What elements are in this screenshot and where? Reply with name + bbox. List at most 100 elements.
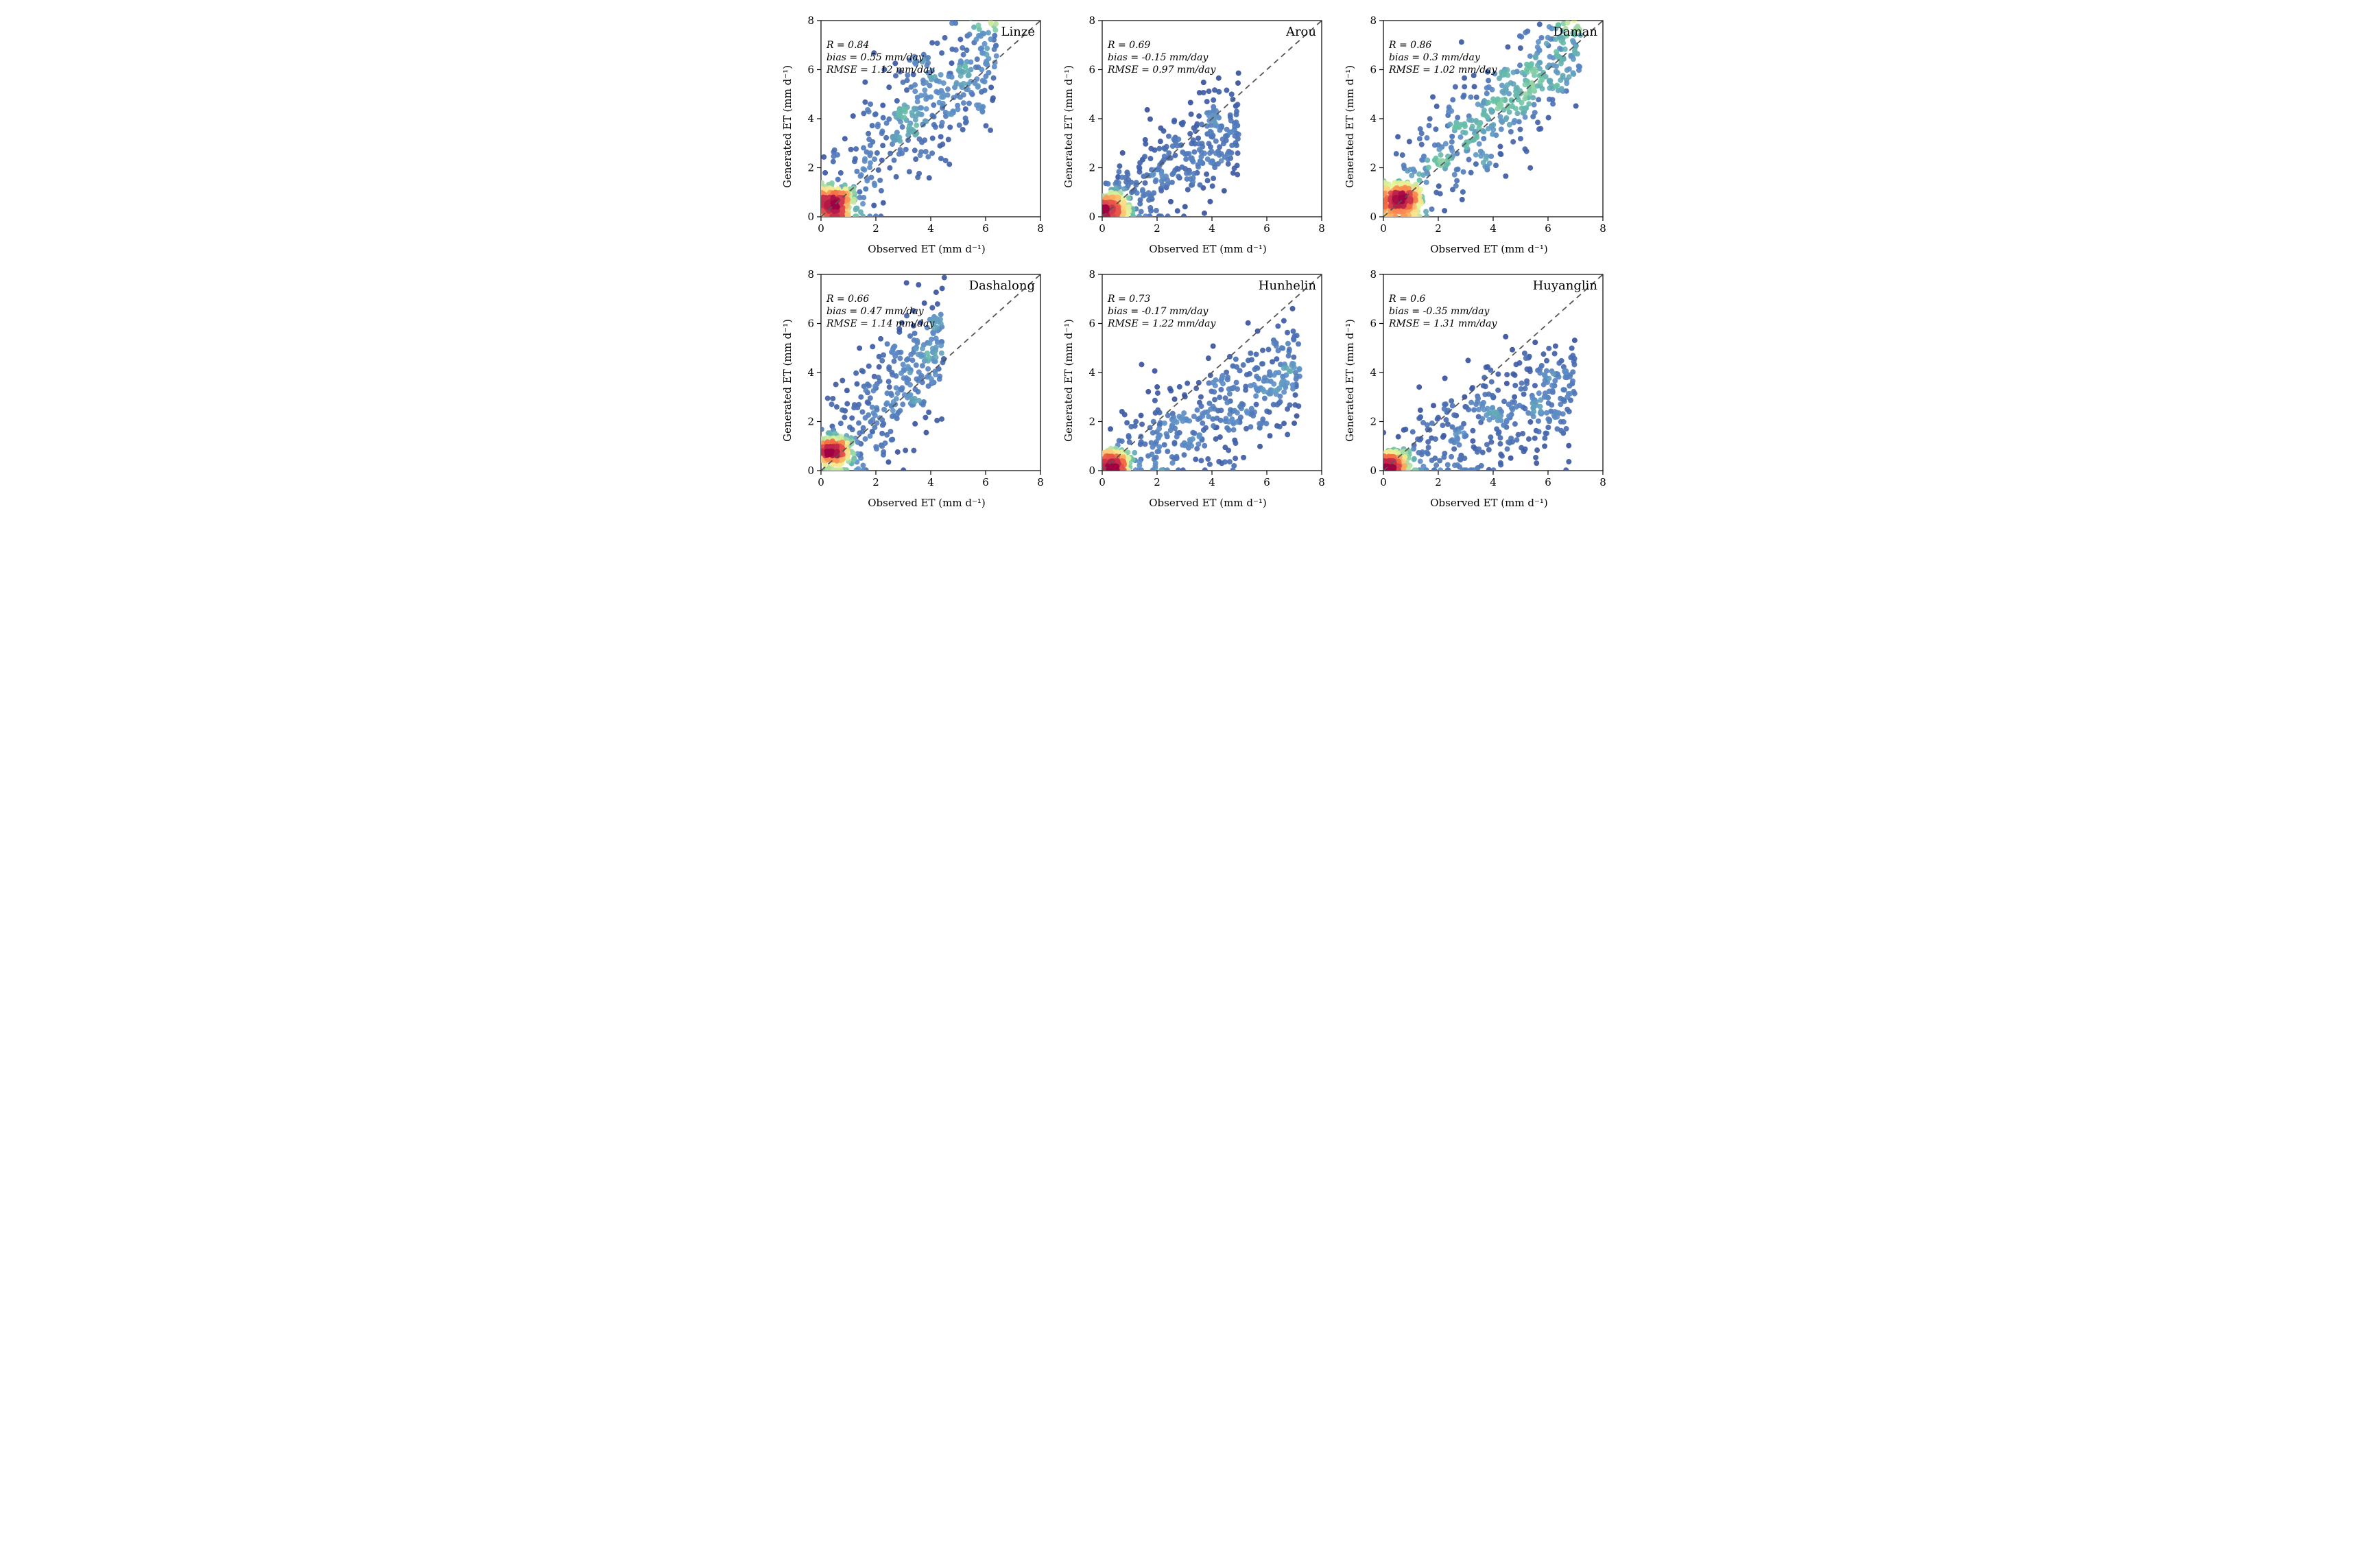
data-point: [1473, 401, 1479, 407]
data-point: [1254, 374, 1259, 379]
panel-title: Huyanglin: [1533, 279, 1598, 293]
data-point: [1416, 416, 1422, 421]
data-point: [844, 401, 850, 407]
data-point: [1524, 69, 1530, 75]
data-point: [1394, 151, 1399, 156]
data-point: [877, 364, 882, 370]
data-point: [1470, 428, 1475, 434]
data-point: [1254, 387, 1260, 392]
data-point: [842, 136, 848, 141]
data-point: [1488, 434, 1493, 440]
x-axis-label: Observed ET (mm d⁻¹): [778, 240, 1047, 255]
x-tick-label: 2: [872, 476, 879, 488]
data-point: [924, 106, 929, 112]
data-point: [876, 375, 881, 380]
data-point: [926, 410, 931, 415]
data-point: [993, 21, 999, 27]
data-point: [920, 363, 925, 368]
data-point: [832, 147, 837, 153]
data-point: [877, 178, 883, 183]
data-point: [918, 105, 923, 110]
data-point: [1430, 94, 1436, 99]
data-point: [838, 421, 844, 426]
scatter-plot: 0022446688LinzeR = 0.84bias = 0.55 mm/da…: [794, 14, 1047, 240]
x-tick-label: 2: [1435, 222, 1442, 235]
data-point: [1194, 121, 1200, 127]
data-point: [1519, 70, 1525, 75]
data-point: [1235, 410, 1240, 416]
data-point: [1296, 367, 1302, 373]
data-point: [1571, 362, 1577, 367]
x-tick-label: 6: [1263, 476, 1270, 488]
data-point: [912, 82, 918, 88]
data-point: [903, 448, 908, 453]
data-point: [1261, 388, 1267, 394]
data-point: [1188, 176, 1193, 182]
data-point: [1487, 161, 1492, 166]
data-point: [848, 147, 854, 152]
data-point: [1222, 459, 1228, 464]
data-point: [1473, 152, 1479, 158]
data-point: [1139, 413, 1144, 418]
scatter-plot: 0022446688HuyanglinR = 0.6bias = -0.35 m…: [1356, 268, 1610, 494]
data-point: [1119, 174, 1125, 180]
data-point: [1431, 467, 1437, 473]
data-point: [1546, 346, 1551, 351]
data-point: [1508, 456, 1514, 461]
data-point: [1140, 157, 1145, 163]
data-point: [1218, 387, 1224, 392]
data-point: [1249, 406, 1254, 412]
scatter-plot: 0022446688DamanR = 0.86bias = 0.3 mm/day…: [1356, 14, 1610, 240]
data-point: [890, 134, 896, 139]
data-point: [1285, 341, 1291, 346]
data-point: [1155, 390, 1161, 396]
data-point: [896, 329, 902, 335]
data-point: [1571, 13, 1577, 19]
data-point: [1165, 413, 1171, 418]
data-point: [1220, 381, 1226, 386]
data-point: [1479, 103, 1485, 108]
data-point: [1121, 186, 1127, 191]
data-point: [1207, 462, 1213, 467]
panel-row: Generated ET (mm d⁻¹)0022446688ArouR = 0…: [1060, 14, 1329, 240]
data-point: [1124, 420, 1130, 425]
data-point: [1460, 130, 1466, 135]
panel-row: Generated ET (mm d⁻¹)0022446688Dashalong…: [778, 268, 1047, 494]
data-point: [1527, 419, 1533, 425]
data-point: [1554, 426, 1560, 432]
data-point: [1434, 104, 1440, 109]
data-point: [1227, 391, 1233, 397]
data-point: [1512, 383, 1518, 388]
data-point: [1462, 84, 1467, 89]
data-point: [1457, 456, 1462, 462]
x-tick-label: 6: [1545, 476, 1551, 488]
data-point: [1232, 165, 1237, 171]
data-point: [954, 80, 960, 86]
data-point: [1464, 404, 1469, 410]
data-point: [988, 84, 994, 90]
data-point: [1196, 113, 1202, 119]
data-point: [862, 156, 868, 162]
data-point: [929, 40, 935, 45]
data-point: [937, 377, 942, 382]
data-point: [1246, 320, 1251, 326]
data-point: [1571, 14, 1577, 20]
scatter-plot: 0022446688HunhelinR = 0.73bias = -0.17 m…: [1075, 268, 1329, 494]
data-point: [890, 408, 896, 414]
data-point: [879, 128, 885, 134]
data-point: [1174, 454, 1179, 460]
data-point: [1498, 102, 1503, 108]
data-point: [913, 346, 918, 352]
data-point: [982, 79, 988, 84]
data-point: [931, 331, 936, 336]
data-point: [1154, 208, 1159, 213]
panel-hunhelin: Generated ET (mm d⁻¹)0022446688HunhelinR…: [1060, 268, 1329, 509]
data-point: [920, 346, 925, 351]
data-point: [889, 437, 894, 442]
data-point: [1568, 14, 1573, 19]
data-point: [938, 321, 944, 327]
data-point: [909, 110, 915, 115]
data-point: [874, 150, 880, 156]
data-point: [1462, 123, 1468, 129]
data-point: [978, 0, 984, 3]
